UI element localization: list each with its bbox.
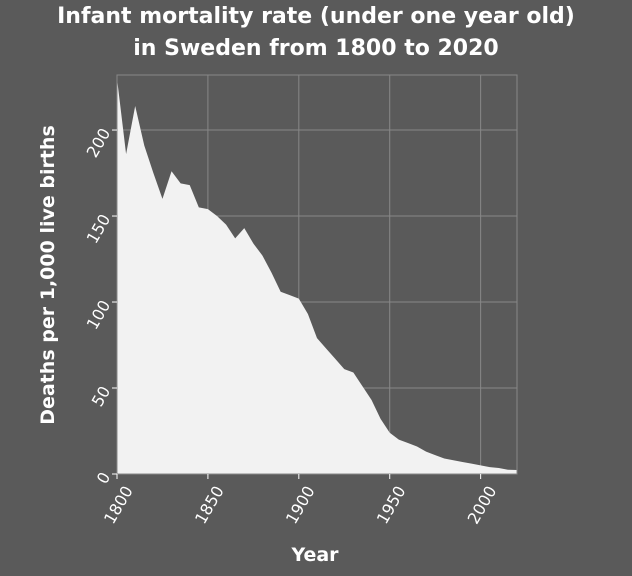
- y-tick-label-0: 0: [93, 469, 115, 487]
- plot-frame: [116, 74, 518, 475]
- x-axis-label: Year: [290, 544, 339, 566]
- x-tick-label-1800: 1800: [100, 483, 137, 528]
- y-tick-label-50: 50: [88, 383, 115, 410]
- y-axis-label: Deaths per 1,000 live births: [37, 125, 59, 425]
- y-tick-label-150: 150: [83, 211, 115, 247]
- x-tick-label-1950: 1950: [373, 483, 410, 528]
- y-tick-label-100: 100: [83, 297, 115, 333]
- chart-title-line-1: Infant mortality rate (under one year ol…: [57, 4, 575, 29]
- chart-title-line-2: in Sweden from 1800 to 2020: [133, 36, 499, 61]
- x-tick-label-1900: 1900: [282, 483, 319, 528]
- x-tick-label-1850: 1850: [191, 483, 228, 528]
- x-tick-label-2000: 2000: [464, 483, 501, 528]
- area-series-infant-mortality: [117, 78, 517, 475]
- y-axis-ticks: 0 50 100 150 200: [83, 125, 117, 487]
- y-tick-label-200: 200: [83, 125, 115, 161]
- x-axis-ticks: 1800 1850 1900 1950 2000: [100, 474, 500, 527]
